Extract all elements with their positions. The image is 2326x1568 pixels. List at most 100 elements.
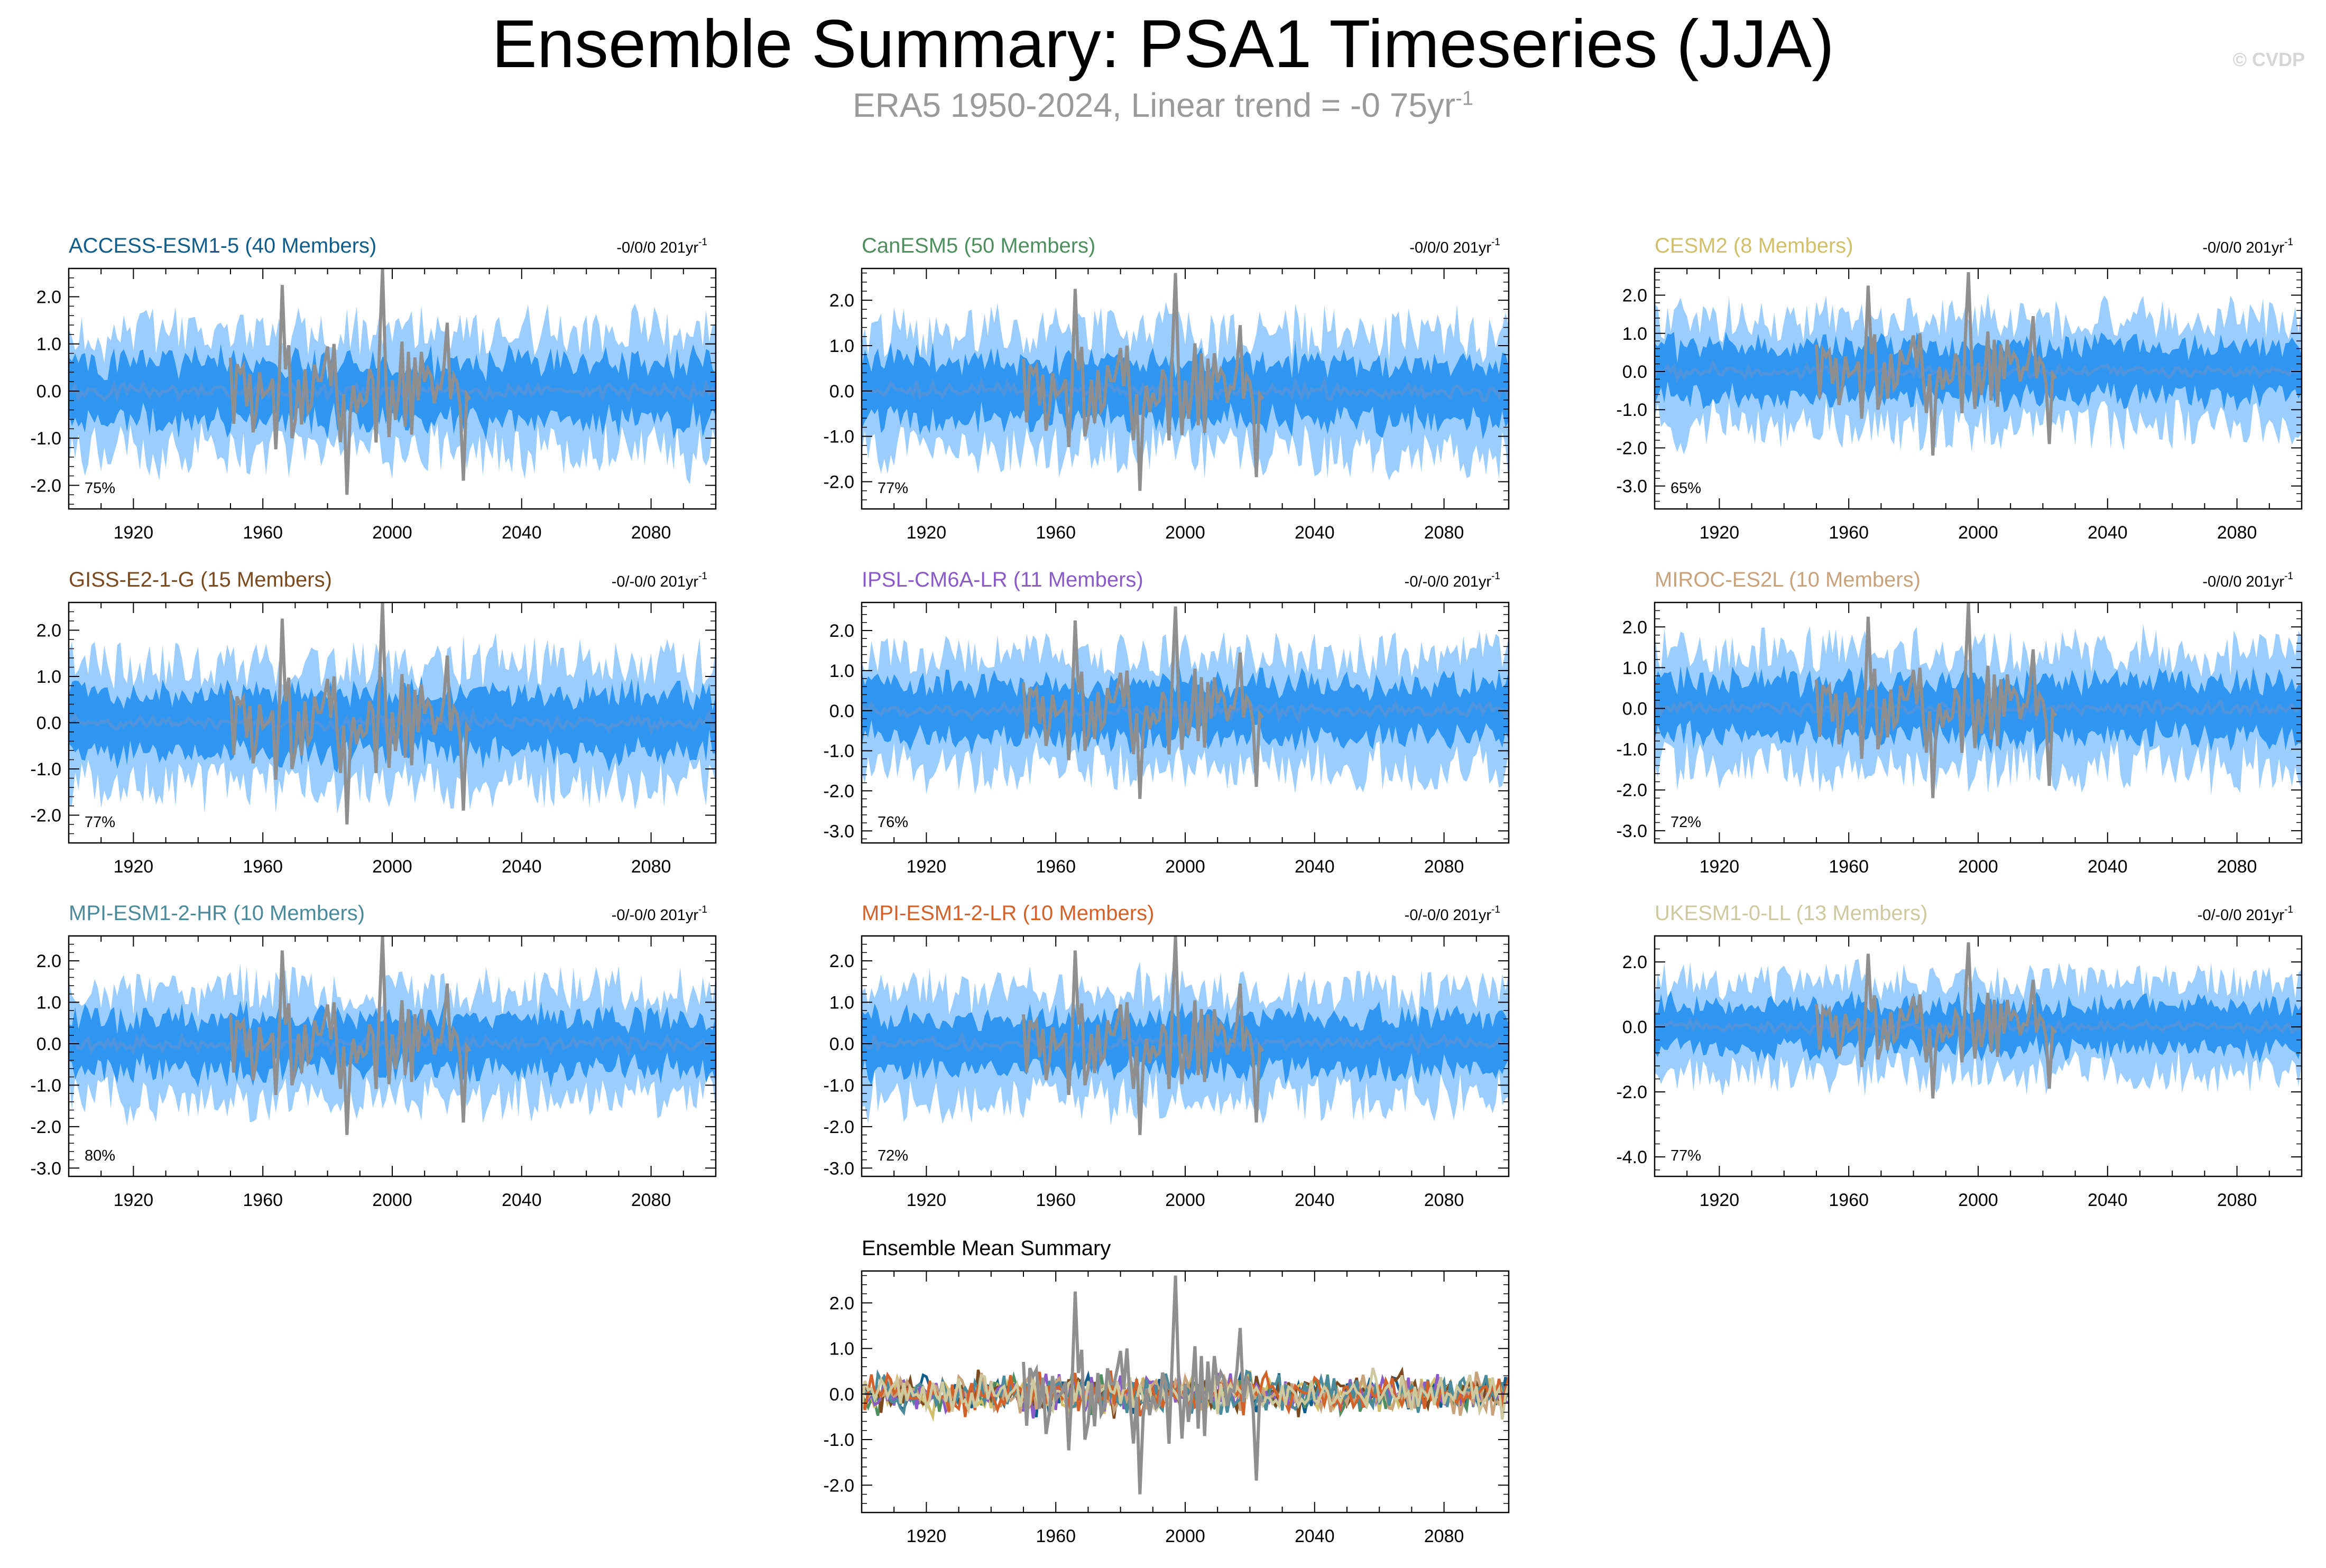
panel-title: MPI-ESM1-2-HR (10 Members): [69, 902, 365, 925]
plot-area: [69, 268, 716, 495]
x-tick-label: 2080: [2217, 1190, 2257, 1210]
x-tick-label: 2080: [1424, 1526, 1464, 1546]
y-tick-label: 2.0: [829, 951, 854, 971]
y-tick-label: 2.0: [36, 287, 61, 308]
x-tick-label: 2000: [372, 857, 412, 877]
y-tick-label: 2.0: [1622, 952, 1647, 972]
trend-label: -0/-0/0 201yr-1: [612, 904, 707, 924]
y-tick-label: -2.0: [30, 476, 61, 496]
figure-title: Ensemble Summary: PSA1 Timeseries (JJA): [492, 6, 1834, 82]
y-tick-label: 0.0: [829, 382, 854, 402]
y-tick-label: 1.0: [829, 336, 854, 356]
x-tick-label: 1920: [907, 523, 947, 543]
y-tick-label: -1.0: [30, 429, 61, 449]
x-tick-label: 2040: [2088, 857, 2128, 877]
x-tick-label: 2080: [631, 1190, 671, 1210]
x-tick-label: 1960: [1829, 1190, 1869, 1210]
x-tick-label: 1920: [114, 857, 154, 877]
y-tick-label: 1.0: [36, 993, 61, 1013]
plot-area: [862, 1275, 1509, 1495]
x-tick-label: 2040: [1295, 1190, 1335, 1210]
plot-area: [862, 936, 1509, 1135]
x-tick-label: 2000: [1958, 857, 1998, 877]
percent-label: 77%: [85, 814, 115, 831]
y-tick-label: -1.0: [823, 1075, 854, 1096]
y-tick-label: 0.0: [829, 701, 854, 721]
trend-label: -0/-0/0 201yr-1: [1405, 571, 1500, 590]
x-tick-label: 2040: [2088, 1190, 2128, 1210]
x-tick-label: 1920: [114, 523, 154, 543]
x-tick-label: 2080: [2217, 857, 2257, 877]
panel-8: 2.0 1.0 0.0 -1.0 -2.0 -3.0 1920 1960 2000 2040 208…: [823, 902, 1510, 1210]
y-tick-label: 0.0: [1622, 362, 1647, 382]
y-tick-label: -3.0: [1616, 477, 1647, 497]
plot-area: [1655, 942, 2302, 1099]
plot-area: [862, 273, 1509, 491]
y-tick-label: 2.0: [829, 1293, 854, 1313]
y-tick-label: -3.0: [30, 1158, 61, 1179]
y-tick-label: -1.0: [823, 1430, 854, 1450]
percent-label: 77%: [1670, 1147, 1701, 1164]
panel-title: UKESM1-0-LL (13 Members): [1655, 902, 1927, 925]
y-tick-label: -4.0: [1616, 1147, 1647, 1167]
figure-subtitle: ERA5 1950-2024, Linear trend = -0 75yr-1: [0, 86, 2326, 125]
y-tick-label: -2.0: [823, 1476, 854, 1496]
x-tick-label: 1960: [1829, 857, 1869, 877]
plot-area: [69, 602, 716, 825]
x-tick-label: 2080: [1424, 857, 1464, 877]
era5-observed-line: [1815, 942, 2057, 1099]
plot-area: [69, 936, 716, 1135]
y-tick-label: -3.0: [823, 821, 854, 841]
y-tick-label: 2.0: [36, 621, 61, 641]
panel-title: MPI-ESM1-2-LR (10 Members): [862, 902, 1154, 925]
percent-label: 80%: [85, 1147, 115, 1164]
panel-title: MIROC-ES2L (10 Members): [1655, 568, 1921, 591]
y-tick-label: 0.0: [36, 1034, 61, 1054]
y-tick-label: -1.0: [823, 741, 854, 762]
panel-9: 2.0 0.0 -2.0 -4.0 1920 1960 2000 2040 2080 UKESM1…: [1616, 902, 2303, 1210]
trend-label: -0/-0/0 201yr-1: [2198, 904, 2293, 924]
x-tick-label: 2080: [631, 523, 671, 543]
x-tick-label: 2000: [1165, 1190, 1205, 1210]
trend-label: -0/0/0 201yr-1: [1409, 237, 1500, 256]
percent-label: 75%: [85, 480, 115, 497]
x-tick-label: 1920: [907, 857, 947, 877]
plot-area: [862, 606, 1509, 799]
y-tick-label: -3.0: [823, 1158, 854, 1179]
x-tick-label: 2000: [1165, 1526, 1205, 1546]
y-tick-label: 0.0: [36, 713, 61, 734]
x-tick-label: 2000: [372, 523, 412, 543]
era5-observed-line: [1022, 606, 1264, 799]
y-tick-label: 2.0: [829, 291, 854, 311]
x-tick-label: 1920: [1700, 1190, 1740, 1210]
panel-4: 2.0 1.0 0.0 -1.0 -2.0 1920 1960 2000 2040 2080 GIS…: [30, 568, 717, 877]
era5-observed-line: [1022, 1275, 1264, 1495]
x-tick-label: 2080: [2217, 523, 2257, 543]
y-tick-label: -1.0: [1616, 740, 1647, 760]
y-tick-label: -2.0: [1616, 781, 1647, 801]
y-tick-label: -1.0: [1616, 400, 1647, 420]
trend-label: -0/-0/0 201yr-1: [1405, 904, 1500, 924]
x-tick-label: 2040: [1295, 857, 1335, 877]
plot-area: [1655, 602, 2302, 799]
y-tick-label: -1.0: [823, 427, 854, 447]
x-tick-label: 2080: [1424, 523, 1464, 543]
x-tick-label: 2040: [502, 857, 542, 877]
y-tick-label: 2.0: [36, 951, 61, 971]
copyright-label: © CVDP: [2232, 49, 2305, 70]
x-tick-label: 1920: [1700, 523, 1740, 543]
x-tick-label: 2000: [1958, 523, 1998, 543]
era5-observed-line: [229, 602, 472, 825]
panel-title: ACCESS-ESM1-5 (40 Members): [69, 234, 376, 257]
era5-observed-line: [1022, 936, 1264, 1135]
x-tick-label: 2040: [2088, 523, 2128, 543]
x-tick-label: 1960: [1036, 1190, 1076, 1210]
y-tick-label: 1.0: [36, 335, 61, 355]
panel-title: IPSL-CM6A-LR (11 Members): [862, 568, 1143, 591]
y-tick-label: 1.0: [829, 993, 854, 1013]
panel-2: 2.0 1.0 0.0 -1.0 -2.0 1920 1960 2000 2040 2080 Can…: [823, 234, 1510, 543]
y-tick-label: -2.0: [30, 806, 61, 826]
x-tick-label: 1960: [1036, 857, 1076, 877]
y-tick-label: -1.0: [30, 759, 61, 780]
y-tick-label: 0.0: [1622, 699, 1647, 719]
